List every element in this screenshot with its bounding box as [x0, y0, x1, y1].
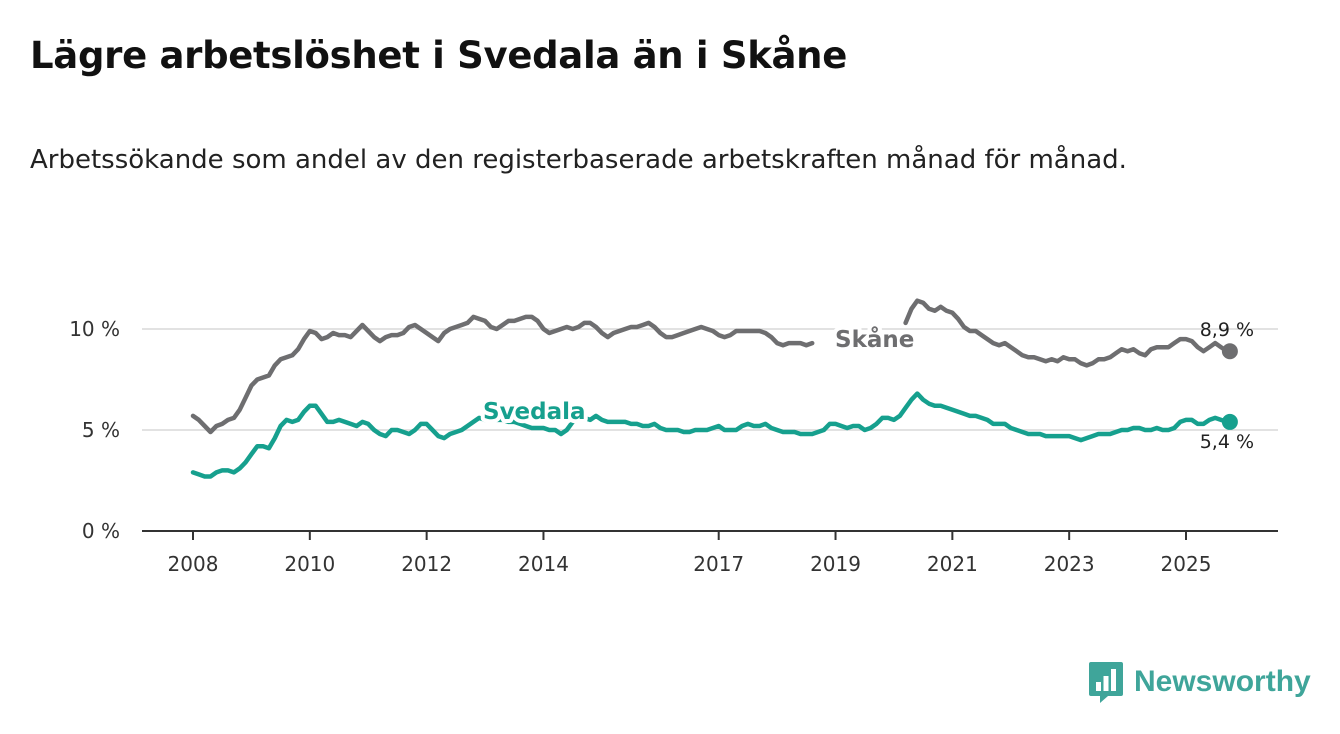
series-line-skane-2 [903, 298, 1230, 368]
series-line-skane [190, 314, 815, 435]
x-tick-label: 2019 [810, 552, 861, 576]
end-value-skane: 8,9 % [1200, 319, 1254, 341]
series-line-svedala [190, 391, 1230, 479]
brand-logo: Newsworthy [1088, 660, 1311, 704]
y-tick-label: 10 % [69, 317, 120, 341]
series-label-svedala: Svedala [483, 399, 586, 425]
y-tick-label: 0 % [82, 519, 120, 543]
end-marker-svedala [1221, 413, 1238, 430]
y-tick-label: 5 % [82, 418, 120, 442]
series-lines [190, 298, 1238, 479]
x-tick-label: 2021 [927, 552, 978, 576]
x-tick-label: 2008 [168, 552, 219, 576]
end-marker-skane [1221, 343, 1238, 360]
x-tick-label: 2025 [1161, 552, 1212, 576]
bar-chart-badge-icon [1089, 662, 1123, 703]
chart-subtitle: Arbetssökande som andel av den registerb… [30, 145, 1127, 175]
x-tick-label: 2012 [401, 552, 452, 576]
brand-name: Newsworthy [1134, 665, 1311, 698]
series-label-skane-halo: Skåne [835, 326, 914, 353]
x-tick-label: 2014 [518, 552, 569, 576]
x-tick-label: 2010 [284, 552, 335, 576]
gridlines [142, 328, 1278, 431]
x-tick-label: 2017 [693, 552, 744, 576]
series-label-svedala-halo: Svedala [483, 399, 586, 425]
x-tick-label: 2023 [1044, 552, 1095, 576]
series-label-skane: Skåne [835, 326, 914, 353]
chart-title: Lägre arbetslöshet i Svedala än i Skåne [30, 34, 848, 77]
end-value-svedala: 5,4 % [1200, 431, 1254, 453]
axes: 0 % 5 % 10 % 2008 2010 2012 2014 2017 2019 2021 20… [69, 317, 1278, 576]
